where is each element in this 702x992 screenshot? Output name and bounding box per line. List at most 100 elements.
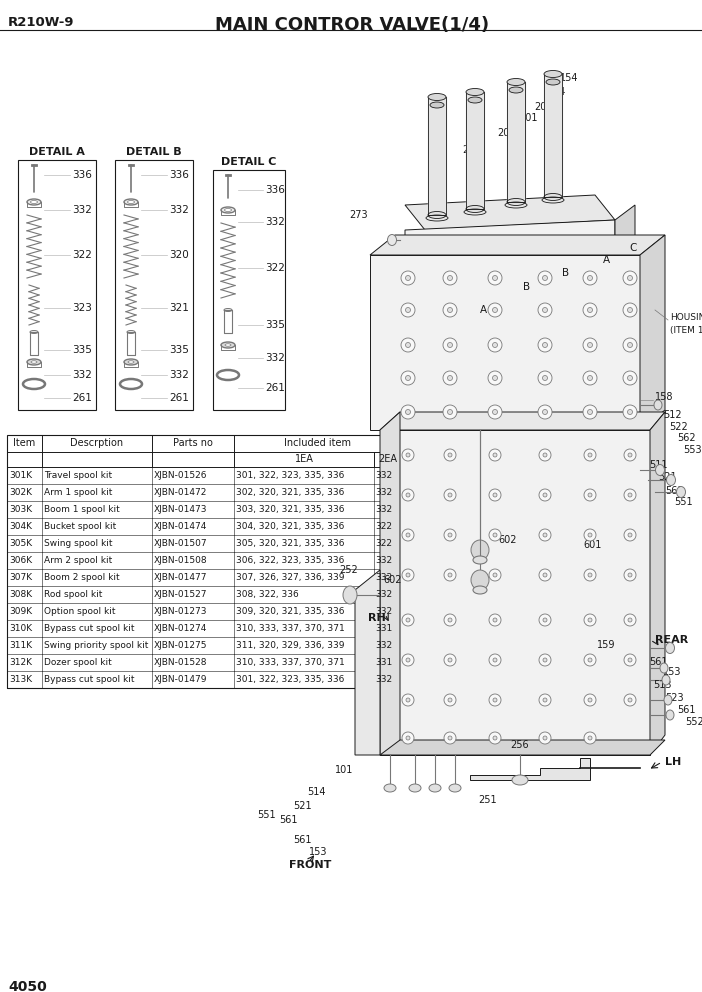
Circle shape [543,698,547,702]
Text: 302K: 302K [9,488,32,497]
Ellipse shape [466,205,484,212]
Text: XJBN-01274: XJBN-01274 [154,624,207,633]
Circle shape [539,489,551,501]
Text: 313K: 313K [9,675,32,684]
Circle shape [583,371,597,385]
Ellipse shape [509,87,523,93]
Ellipse shape [473,556,487,564]
Circle shape [628,573,632,577]
Circle shape [584,489,596,501]
Circle shape [402,614,414,626]
Circle shape [493,342,498,347]
Text: Bypass cut spool kit: Bypass cut spool kit [44,675,135,684]
Text: 335: 335 [72,345,92,355]
Circle shape [447,276,453,281]
Text: 336: 336 [169,170,189,180]
Circle shape [493,618,497,622]
Circle shape [628,658,632,662]
Text: RH: RH [368,613,386,623]
Text: B: B [562,268,569,278]
Circle shape [401,303,415,317]
Circle shape [488,338,502,352]
Ellipse shape [430,102,444,108]
Bar [18,160,96,410]
Circle shape [493,658,497,662]
Circle shape [588,342,592,347]
Circle shape [447,342,453,347]
Text: 154: 154 [560,73,578,83]
Circle shape [628,410,633,415]
Circle shape [583,303,597,317]
Circle shape [628,342,633,347]
Text: 261: 261 [265,383,285,393]
Text: 261: 261 [169,393,189,403]
Text: 306, 322, 323, 335, 336: 306, 322, 323, 335, 336 [236,556,345,565]
Circle shape [444,529,456,541]
Ellipse shape [507,198,525,205]
Circle shape [493,308,498,312]
Circle shape [624,694,636,706]
Circle shape [543,410,548,415]
Circle shape [588,698,592,702]
Circle shape [543,342,548,347]
Text: Bucket spool kit: Bucket spool kit [44,522,117,531]
Text: 602: 602 [498,535,517,545]
Circle shape [538,338,552,352]
Circle shape [493,533,497,537]
Circle shape [539,529,551,541]
Circle shape [406,736,410,740]
Text: 159: 159 [597,640,616,650]
Ellipse shape [31,361,37,363]
Text: XJBN-01273: XJBN-01273 [154,607,208,616]
Circle shape [624,569,636,581]
Circle shape [448,533,452,537]
Circle shape [401,371,415,385]
Circle shape [406,376,411,381]
Ellipse shape [221,207,235,213]
Circle shape [493,410,498,415]
Circle shape [623,405,637,419]
Text: 201: 201 [497,128,515,138]
Text: 310K: 310K [9,624,32,633]
Polygon shape [615,205,635,258]
Circle shape [584,732,596,744]
Circle shape [406,533,410,537]
Circle shape [538,371,552,385]
Text: DETAIL B: DETAIL B [126,147,182,157]
Circle shape [583,271,597,285]
Circle shape [444,654,456,666]
Text: 512: 512 [663,410,682,420]
Ellipse shape [409,784,421,792]
Ellipse shape [677,486,685,498]
Text: 561: 561 [293,835,311,845]
Ellipse shape [225,208,232,211]
Circle shape [401,405,415,419]
Circle shape [543,573,547,577]
Text: 311K: 311K [9,641,32,650]
Circle shape [489,732,501,744]
Text: 332: 332 [375,573,392,582]
Circle shape [402,529,414,541]
Ellipse shape [128,361,134,363]
Circle shape [628,453,632,457]
Text: 332: 332 [375,675,392,684]
Ellipse shape [666,474,675,485]
Circle shape [402,569,414,581]
Polygon shape [380,740,665,755]
Circle shape [628,698,632,702]
Circle shape [489,654,501,666]
Ellipse shape [471,570,489,590]
Text: 332: 332 [169,370,189,380]
Text: 207: 207 [462,145,481,155]
Circle shape [448,618,452,622]
Ellipse shape [466,88,484,95]
Text: 4050: 4050 [8,980,47,992]
Circle shape [588,736,592,740]
Text: Boom 2 spool kit: Boom 2 spool kit [44,573,119,582]
Text: 252: 252 [339,565,358,575]
Circle shape [447,308,453,312]
Text: 309K: 309K [9,607,32,616]
Text: 305K: 305K [9,539,32,548]
Text: 251: 251 [479,795,497,805]
Circle shape [447,376,453,381]
